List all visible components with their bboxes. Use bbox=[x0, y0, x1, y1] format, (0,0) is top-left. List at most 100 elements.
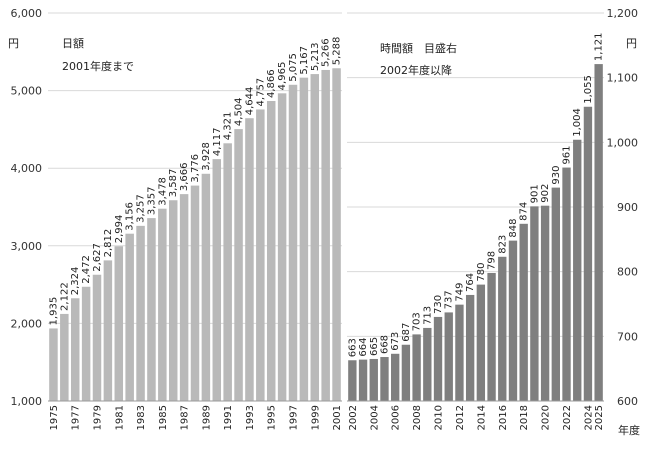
left-y-unit: 円 bbox=[8, 37, 19, 50]
right-y-tick-label: 1,100 bbox=[607, 72, 639, 85]
right-x-tick-label: 2004 bbox=[369, 405, 380, 430]
left-data-label: 2,472 bbox=[81, 255, 92, 284]
right-bar bbox=[594, 64, 603, 401]
left-bar bbox=[277, 93, 287, 401]
left-bar bbox=[212, 159, 222, 401]
right-y-tick-label: 900 bbox=[617, 201, 638, 214]
left-x-tick-label: 1991 bbox=[223, 405, 234, 430]
left-bar bbox=[245, 118, 254, 402]
left-y-tick-label: 2,000 bbox=[11, 317, 43, 330]
right-bar bbox=[401, 344, 411, 401]
right-y-unit: 円 bbox=[626, 37, 637, 50]
right-bar bbox=[444, 312, 453, 401]
left-bar bbox=[310, 74, 320, 401]
left-data-label: 3,928 bbox=[201, 142, 212, 171]
left-bar bbox=[60, 313, 69, 401]
right-bar bbox=[380, 357, 389, 401]
right-bar bbox=[455, 304, 464, 401]
right-x-tick-label: 2008 bbox=[412, 405, 423, 430]
right-data-label: 780 bbox=[476, 263, 487, 282]
right-data-label: 901 bbox=[529, 184, 540, 203]
left-data-label: 2,812 bbox=[103, 229, 114, 258]
left-x-tick-label: 1995 bbox=[267, 405, 278, 430]
right-bar bbox=[369, 358, 378, 401]
left-x-tick-label: 1985 bbox=[158, 405, 169, 430]
right-data-label: 848 bbox=[508, 219, 519, 238]
right-x-tick-label: 2006 bbox=[391, 405, 402, 430]
left-bar bbox=[299, 77, 309, 401]
right-y-tick-label: 700 bbox=[617, 330, 638, 343]
right-bar bbox=[498, 256, 507, 401]
right-bar bbox=[358, 359, 368, 401]
left-data-label: 4,504 bbox=[234, 97, 245, 126]
left-bar bbox=[49, 328, 58, 401]
right-x-tick-label: 2016 bbox=[498, 405, 509, 430]
left-data-label: 5,213 bbox=[310, 42, 321, 71]
right-data-label: 961 bbox=[562, 145, 573, 164]
left-bar bbox=[223, 143, 232, 401]
right-data-label: 1,121 bbox=[594, 32, 605, 61]
right-y-tick-label: 1,200 bbox=[607, 7, 639, 20]
right-data-label: 930 bbox=[551, 166, 562, 185]
right-data-label: 673 bbox=[390, 332, 401, 351]
right-bar bbox=[562, 167, 571, 401]
left-data-label: 5,075 bbox=[288, 53, 299, 82]
left-y-tick-label: 5,000 bbox=[11, 85, 43, 98]
right-bar bbox=[348, 360, 357, 401]
left-x-tick-label: 1989 bbox=[201, 405, 212, 430]
left-x-tick-label: 1975 bbox=[49, 405, 60, 430]
right-data-label: 902 bbox=[540, 184, 551, 203]
right-data-label: 703 bbox=[412, 312, 423, 331]
left-data-label: 3,666 bbox=[179, 162, 190, 191]
left-x-tick-label: 1983 bbox=[136, 405, 147, 430]
left-x-tick-label: 1997 bbox=[289, 405, 300, 430]
left-bar bbox=[125, 233, 134, 401]
left-x-tick-label: 2001 bbox=[332, 405, 343, 430]
right-x-tick-label: 2012 bbox=[455, 405, 466, 430]
left-x-tick-label: 1981 bbox=[114, 405, 125, 430]
right-y-tick-label: 600 bbox=[617, 395, 638, 408]
right-bar bbox=[583, 106, 593, 402]
left-data-label: 4,321 bbox=[223, 112, 234, 141]
left-bar bbox=[114, 246, 124, 401]
right-data-label: 668 bbox=[379, 335, 390, 354]
left-y-tick-label: 1,000 bbox=[11, 395, 43, 408]
left-bar bbox=[81, 286, 91, 401]
left-data-label: 2,122 bbox=[59, 282, 70, 311]
left-data-label: 2,324 bbox=[70, 267, 81, 296]
left-data-label: 3,156 bbox=[125, 202, 136, 231]
right-data-label: 737 bbox=[444, 290, 455, 309]
left-y-tick-label: 4,000 bbox=[11, 162, 43, 175]
right-x-tick-label: 2002 bbox=[348, 405, 359, 430]
left-panel-note: 2001年度まで bbox=[62, 59, 134, 73]
left-bar bbox=[234, 129, 243, 401]
left-bar bbox=[70, 298, 80, 401]
right-panel-label: 時間額 目盛右 bbox=[380, 41, 457, 55]
x-unit: 年度 bbox=[618, 423, 640, 437]
right-bar bbox=[487, 272, 496, 401]
left-data-label: 4,757 bbox=[255, 78, 266, 107]
left-x-tick-label: 1977 bbox=[71, 405, 82, 430]
left-x-tick-label: 1999 bbox=[310, 405, 321, 430]
left-data-label: 2,994 bbox=[114, 215, 125, 244]
right-data-label: 713 bbox=[422, 306, 433, 325]
right-bar bbox=[508, 240, 518, 401]
left-bar bbox=[332, 68, 341, 402]
right-x-tick-label: 2018 bbox=[519, 405, 530, 430]
right-x-tick-label: 2014 bbox=[476, 405, 487, 430]
left-data-label: 4,965 bbox=[277, 62, 288, 91]
left-data-label: 3,257 bbox=[136, 194, 147, 223]
left-bar bbox=[136, 225, 145, 401]
left-data-label: 4,644 bbox=[244, 87, 255, 116]
right-bar bbox=[423, 327, 432, 401]
right-data-label: 663 bbox=[347, 338, 358, 357]
left-bar bbox=[179, 194, 189, 401]
right-bar bbox=[530, 206, 539, 401]
right-bar bbox=[465, 294, 475, 401]
right-bar bbox=[391, 353, 400, 401]
right-y-tick-label: 800 bbox=[617, 266, 638, 279]
right-data-label: 687 bbox=[401, 323, 412, 342]
left-panel-label: 日額 bbox=[62, 37, 84, 50]
left-data-label: 1,935 bbox=[48, 297, 59, 326]
right-data-label: 874 bbox=[519, 202, 530, 221]
